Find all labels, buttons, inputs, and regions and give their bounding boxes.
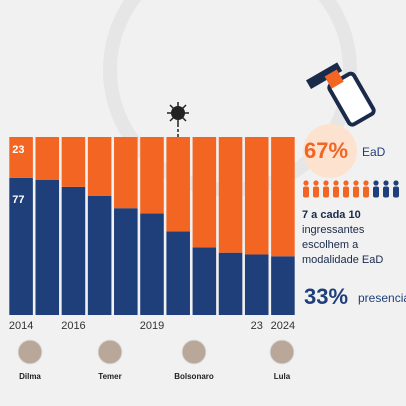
bar-segment <box>9 177 33 315</box>
bar-segment <box>166 137 190 232</box>
bar-segment <box>244 137 269 255</box>
bar-segment <box>114 137 138 209</box>
statement: modalidade EaD <box>302 254 383 266</box>
presencial-label: presencial <box>358 291 406 305</box>
bar-segment <box>140 137 164 214</box>
bar-segment <box>61 137 86 187</box>
x-tick-label: 23 <box>251 320 263 332</box>
statement: escolhem a <box>302 239 359 251</box>
president-photo <box>17 339 43 365</box>
bar-segment <box>218 252 243 315</box>
phone-icon <box>306 62 376 127</box>
x-tick-label: 2019 <box>140 320 164 332</box>
x-tick-label: 2016 <box>61 320 85 332</box>
bar-segment <box>114 208 138 315</box>
bar-segment <box>9 137 33 178</box>
president-name: Dilma <box>19 372 41 381</box>
x-tick-label: 2024 <box>271 320 295 332</box>
bar-segment <box>87 137 112 196</box>
x-tick-label: 2014 <box>9 320 33 332</box>
president-photo <box>269 339 295 365</box>
presencial-percent: 33% <box>304 284 348 309</box>
bar-segment <box>35 179 60 315</box>
highlight-circle <box>303 124 357 178</box>
bar-segment <box>166 231 190 315</box>
president-name: Temer <box>98 372 121 381</box>
president-name: Bolsonaro <box>174 372 214 381</box>
statement: 7 a cada 10 <box>302 209 361 221</box>
president-name: Lula <box>274 372 291 381</box>
bar-segment <box>35 137 60 180</box>
president-photo <box>181 339 207 365</box>
bar-segment <box>271 256 295 315</box>
bar-segment <box>192 247 217 315</box>
bar-segment <box>61 186 86 315</box>
ead-label: EaD <box>362 145 386 159</box>
bar-segment <box>87 195 112 315</box>
ead-percent: 67% <box>304 138 348 163</box>
bar-segment <box>140 213 164 315</box>
data-label: 77 <box>12 194 24 206</box>
president-photo <box>97 339 123 365</box>
bar-segment <box>244 254 269 315</box>
statement: ingressantes <box>302 224 365 236</box>
bar-segment <box>192 137 217 248</box>
bar-segment <box>271 137 295 257</box>
data-label: 23 <box>12 144 24 156</box>
bar-segment <box>218 137 243 253</box>
